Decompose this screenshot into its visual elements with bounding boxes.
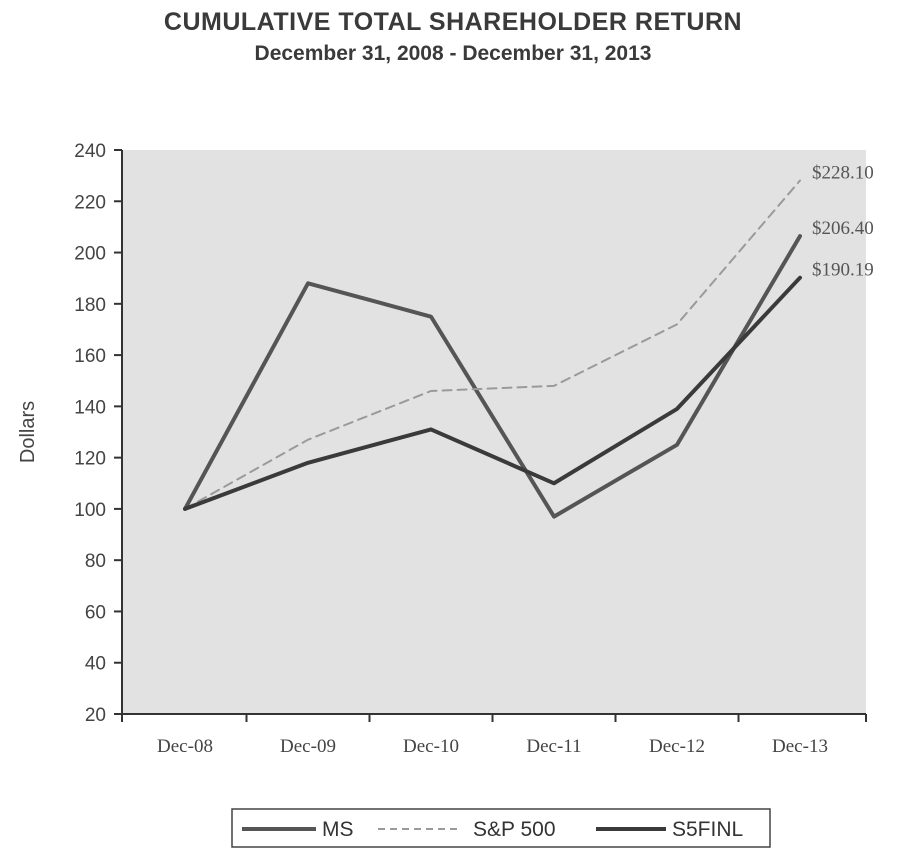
plot-area — [122, 150, 866, 714]
y-tick-label: 120 — [74, 449, 106, 470]
legend-label: S5FINL — [672, 818, 743, 841]
y-tick-label: 40 — [85, 654, 106, 675]
legend-box — [231, 808, 771, 848]
x-tick-label: Dec-12 — [649, 736, 705, 757]
series-line-s5finl — [183, 275, 802, 511]
y-tick-label: 20 — [85, 705, 106, 726]
y-tick-label: 100 — [74, 500, 106, 521]
y-tick-label: 180 — [74, 295, 106, 316]
y-tick-label: 240 — [74, 141, 106, 162]
legend-label: MS — [322, 818, 354, 841]
y-axis-label: Dollars — [17, 401, 39, 463]
y-tick-label: 140 — [74, 397, 106, 418]
y-tick-label: 60 — [85, 602, 106, 623]
y-tick-label: 200 — [74, 244, 106, 265]
x-tick-label: Dec-09 — [280, 736, 336, 757]
chart-subtitle: December 31, 2008 - December 31, 2013 — [254, 42, 652, 65]
y-tick-label: 80 — [85, 551, 106, 572]
end-value-label: $206.40 — [812, 218, 874, 239]
x-tick-label: Dec-11 — [526, 736, 581, 757]
y-tick-label: 220 — [74, 192, 106, 213]
x-tick-label: Dec-10 — [403, 736, 459, 757]
end-value-label: $190.19 — [812, 260, 874, 281]
series-line-ms — [183, 234, 802, 519]
end-value-label: $228.10 — [812, 163, 874, 184]
x-tick-label: Dec-13 — [772, 736, 828, 757]
legend-label: S&P 500 — [473, 818, 556, 841]
legend: MS S&P 500 S5FINL — [231, 808, 771, 848]
x-tick-label: Dec-08 — [157, 736, 213, 757]
series-line-s-p-500 — [184, 179, 801, 510]
chart-title: CUMULATIVE TOTAL SHAREHOLDER RETURN — [163, 8, 743, 36]
y-tick-label: 160 — [74, 346, 106, 367]
